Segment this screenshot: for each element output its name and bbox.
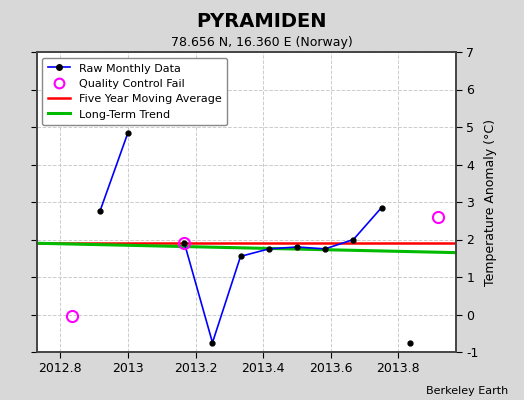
Text: Berkeley Earth: Berkeley Earth [426, 386, 508, 396]
Legend: Raw Monthly Data, Quality Control Fail, Five Year Moving Average, Long-Term Tren: Raw Monthly Data, Quality Control Fail, … [42, 58, 227, 125]
Y-axis label: Temperature Anomaly (°C): Temperature Anomaly (°C) [484, 118, 497, 286]
Text: 78.656 N, 16.360 E (Norway): 78.656 N, 16.360 E (Norway) [171, 36, 353, 49]
Text: PYRAMIDEN: PYRAMIDEN [196, 12, 328, 31]
